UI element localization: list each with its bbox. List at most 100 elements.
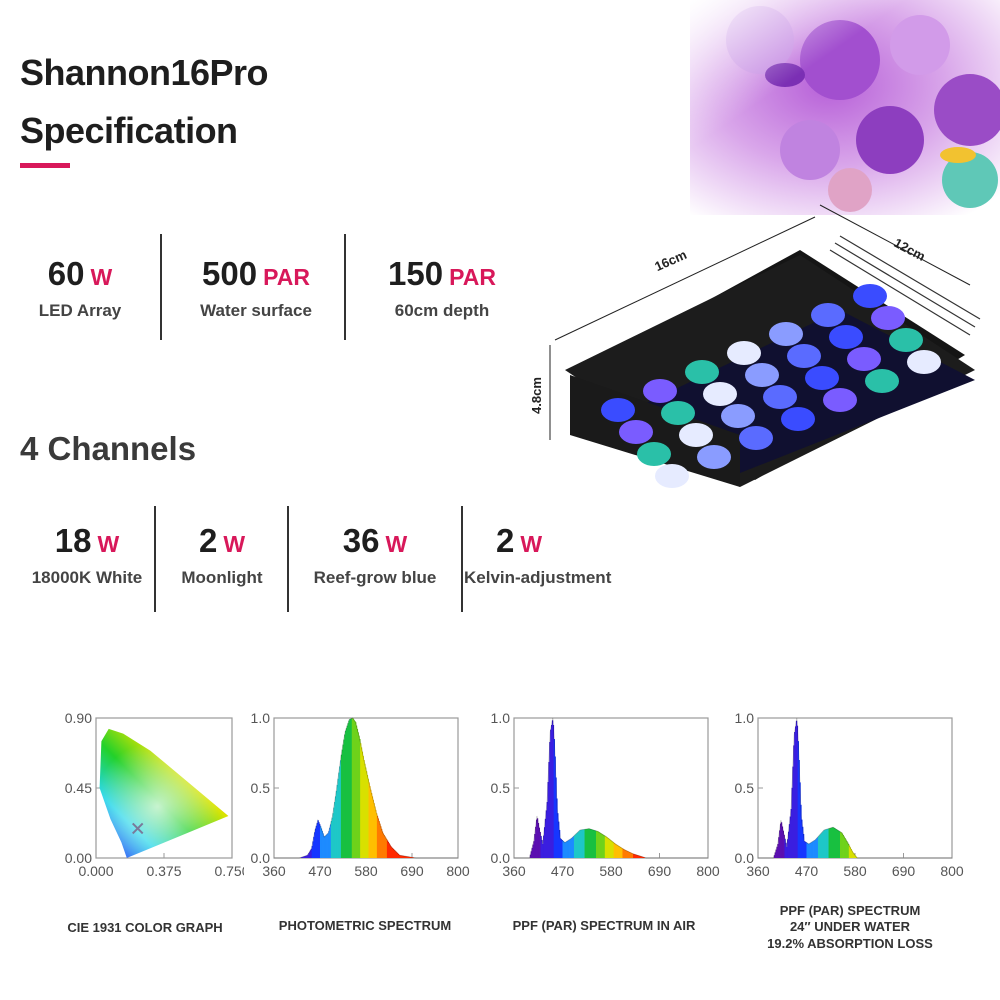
spectrum-band bbox=[828, 828, 830, 858]
spectrum-band bbox=[365, 767, 367, 858]
spectrum-band bbox=[406, 856, 408, 858]
led-emitter bbox=[721, 404, 755, 428]
spectrum-band bbox=[785, 842, 787, 858]
spectrum-band bbox=[588, 828, 590, 858]
channel-white: 18 W 18000K White bbox=[20, 522, 154, 588]
spectrum-band bbox=[627, 851, 630, 858]
spectrum-band bbox=[325, 834, 328, 858]
spectrum-band bbox=[609, 839, 611, 858]
spectrum-band bbox=[537, 823, 540, 858]
spectrum-band bbox=[324, 836, 326, 858]
spectrum-band bbox=[382, 833, 384, 858]
spectrum-band bbox=[392, 848, 394, 858]
spectrum-band bbox=[855, 855, 857, 858]
divider bbox=[154, 506, 156, 612]
spectrum-band bbox=[783, 834, 785, 858]
spectrum-band bbox=[788, 824, 791, 858]
spectrum-band bbox=[350, 718, 353, 858]
chart-caption: PPF (PAR) SPECTRUM IN AIR bbox=[494, 918, 714, 934]
channel-label: Moonlight bbox=[181, 568, 263, 587]
spectrum-band bbox=[551, 720, 554, 858]
spectrum-band bbox=[598, 832, 600, 858]
spectrum-band bbox=[817, 836, 820, 858]
spec-label: Water surface bbox=[200, 301, 312, 320]
led-emitter bbox=[619, 420, 653, 444]
x-tick-label: 690 bbox=[400, 863, 424, 879]
spectrum-band bbox=[568, 839, 570, 858]
spectrum-band bbox=[633, 854, 636, 858]
spectrum-band bbox=[362, 755, 364, 858]
spectrum-band bbox=[340, 754, 343, 858]
spec-unit: PAR bbox=[449, 264, 496, 290]
spectrum-band bbox=[407, 856, 410, 858]
spectrum-band bbox=[815, 839, 817, 858]
spectrum-band bbox=[630, 852, 632, 858]
spectrum-band bbox=[821, 832, 823, 858]
spec-unit: PAR bbox=[263, 264, 310, 290]
spectrum-band bbox=[841, 833, 844, 858]
spectrum-band bbox=[334, 802, 336, 858]
spectrum-band bbox=[329, 827, 331, 858]
led-emitter bbox=[643, 379, 677, 403]
spectrum-band bbox=[802, 826, 804, 858]
spectrum-band bbox=[571, 837, 573, 858]
spectrum-band bbox=[557, 813, 559, 858]
x-tick-label: 800 bbox=[940, 863, 964, 879]
divider bbox=[344, 234, 346, 340]
spectrum-band bbox=[315, 825, 318, 858]
led-emitter bbox=[829, 325, 863, 349]
spectrum-band bbox=[600, 833, 602, 858]
spectrum-band bbox=[847, 844, 850, 858]
spectrum-band bbox=[848, 845, 851, 858]
spectrum-band bbox=[302, 856, 304, 858]
x-tick-label: 360 bbox=[502, 863, 526, 879]
spectrum-band bbox=[347, 723, 349, 858]
spectrum-band bbox=[356, 728, 359, 858]
spectrum-band bbox=[825, 829, 827, 858]
channel-unit: W bbox=[520, 531, 543, 557]
spectrum-band bbox=[596, 830, 598, 858]
spectrum-band bbox=[611, 840, 613, 858]
spectrum-band bbox=[851, 850, 853, 858]
x-tick-label: 470 bbox=[308, 863, 332, 879]
spectrum-band bbox=[567, 840, 570, 858]
channel-label: Kelvin-adjustment bbox=[464, 568, 612, 587]
spectrum-band bbox=[599, 832, 601, 858]
spectrum-band bbox=[853, 853, 855, 858]
spectrum-fill bbox=[773, 720, 858, 858]
led-emitter bbox=[811, 303, 845, 327]
spectrum-band bbox=[529, 854, 532, 858]
chart-subtitle: 19.2% ABSORPTION LOSS bbox=[767, 935, 933, 951]
spectrum-band bbox=[822, 831, 824, 858]
led-emitter bbox=[865, 369, 899, 393]
spectrum-band bbox=[781, 826, 784, 858]
spectrum-band bbox=[544, 818, 547, 858]
photometric-spectrum-chart: 0.0 0.5 1.0 360 470 580 690 800 bbox=[251, 710, 470, 879]
spectrum-band bbox=[563, 841, 565, 858]
spectrum-band bbox=[824, 829, 826, 858]
spectrum-band bbox=[802, 834, 805, 858]
spectrum-band bbox=[539, 832, 541, 858]
spectrum-band bbox=[622, 848, 624, 858]
spectrum-band bbox=[409, 856, 411, 858]
x-tick-label: 690 bbox=[892, 863, 916, 879]
spectrum-band bbox=[384, 836, 386, 858]
spec-value: 60 bbox=[47, 255, 85, 292]
spectrum-band bbox=[780, 822, 783, 858]
led-emitter bbox=[769, 322, 803, 346]
spectrum-band bbox=[845, 839, 847, 858]
spectrum-band bbox=[775, 849, 777, 858]
spectrum-band bbox=[570, 838, 572, 858]
spectrum-band bbox=[793, 745, 795, 858]
spectrum-band bbox=[412, 857, 414, 858]
spectrum-band bbox=[308, 853, 310, 858]
spectrum-band bbox=[317, 820, 319, 858]
spectrum-band bbox=[538, 827, 540, 858]
spectrum-fill bbox=[300, 718, 415, 858]
x-tick-label: 800 bbox=[696, 863, 720, 879]
led-emitter bbox=[763, 385, 797, 409]
spectrum-band bbox=[617, 845, 619, 858]
spectrum-band bbox=[632, 853, 634, 858]
spectrum-band bbox=[541, 840, 543, 858]
spectrum-band bbox=[640, 856, 643, 858]
